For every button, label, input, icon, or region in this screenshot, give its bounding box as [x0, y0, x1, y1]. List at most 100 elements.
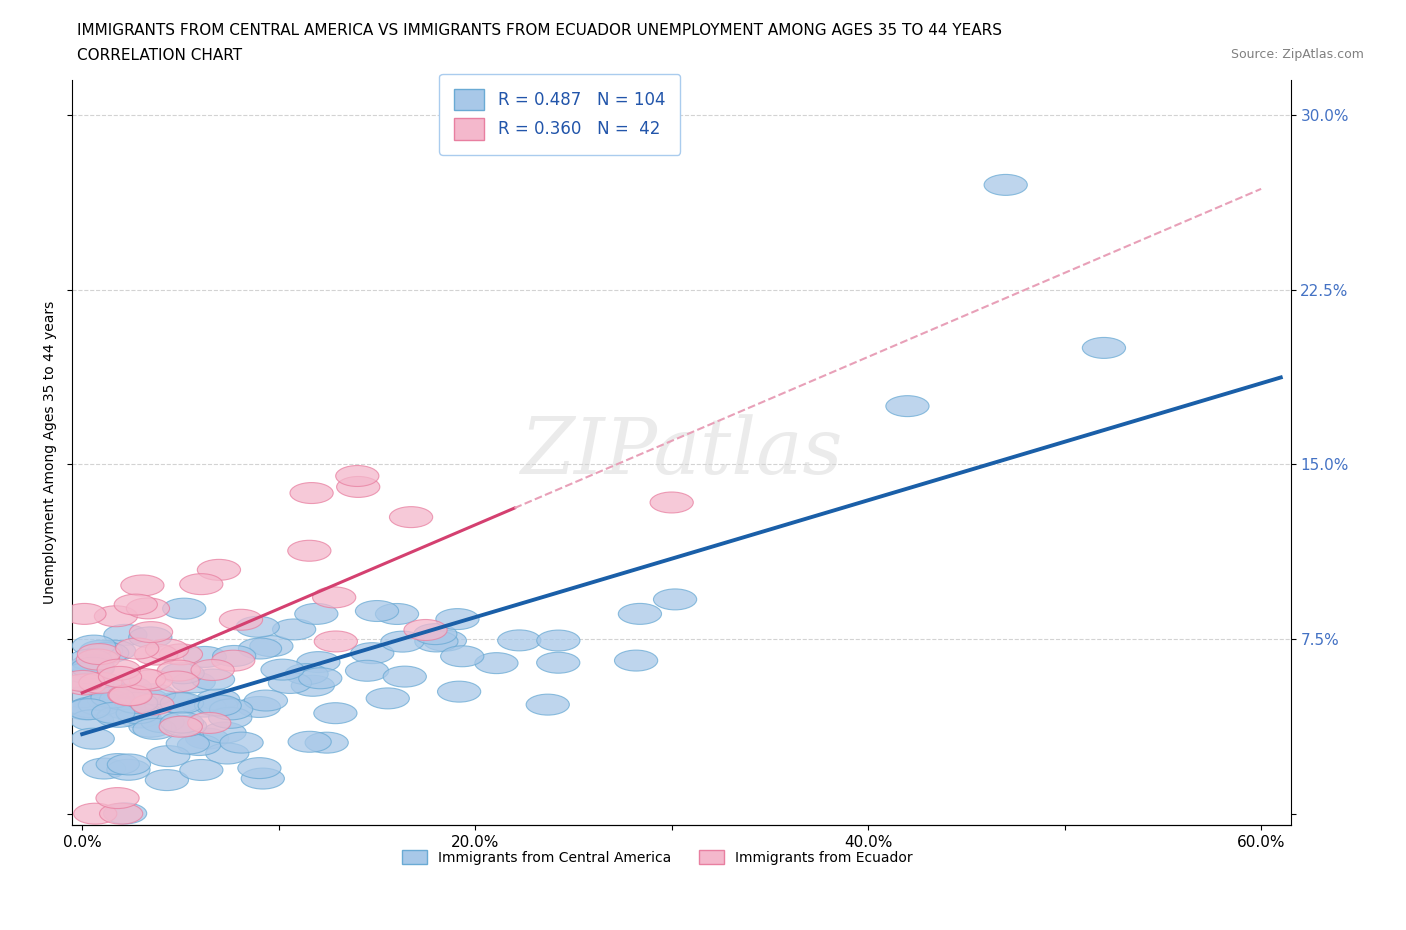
Ellipse shape — [97, 659, 141, 680]
Ellipse shape — [91, 702, 135, 724]
Ellipse shape — [134, 718, 176, 739]
Ellipse shape — [238, 758, 281, 778]
Ellipse shape — [269, 672, 312, 694]
Ellipse shape — [70, 672, 114, 694]
Ellipse shape — [156, 671, 200, 692]
Ellipse shape — [336, 466, 378, 486]
Ellipse shape — [180, 574, 224, 594]
Ellipse shape — [141, 711, 184, 733]
Ellipse shape — [413, 624, 457, 644]
Y-axis label: Unemployment Among Ages 35 to 44 years: Unemployment Among Ages 35 to 44 years — [44, 301, 58, 604]
Ellipse shape — [209, 698, 253, 720]
Ellipse shape — [101, 684, 145, 705]
Ellipse shape — [145, 639, 188, 660]
Ellipse shape — [156, 692, 200, 713]
Ellipse shape — [127, 598, 170, 618]
Ellipse shape — [295, 604, 337, 624]
Ellipse shape — [107, 759, 150, 780]
Ellipse shape — [423, 631, 467, 651]
Ellipse shape — [66, 662, 110, 684]
Ellipse shape — [212, 650, 254, 671]
Ellipse shape — [288, 731, 332, 752]
Ellipse shape — [93, 640, 136, 661]
Ellipse shape — [375, 604, 419, 624]
Ellipse shape — [290, 483, 333, 503]
Ellipse shape — [122, 669, 166, 690]
Ellipse shape — [212, 645, 256, 667]
Ellipse shape — [183, 697, 226, 717]
Ellipse shape — [67, 698, 110, 720]
Ellipse shape — [79, 672, 122, 694]
Ellipse shape — [160, 693, 204, 713]
Ellipse shape — [100, 688, 143, 710]
Text: IMMIGRANTS FROM CENTRAL AMERICA VS IMMIGRANTS FROM ECUADOR UNEMPLOYMENT AMONG AG: IMMIGRANTS FROM CENTRAL AMERICA VS IMMIG… — [77, 23, 1002, 38]
Ellipse shape — [262, 659, 304, 680]
Ellipse shape — [104, 803, 146, 824]
Ellipse shape — [219, 732, 263, 753]
Ellipse shape — [86, 643, 129, 663]
Ellipse shape — [76, 649, 120, 670]
Ellipse shape — [129, 670, 173, 691]
Ellipse shape — [202, 722, 246, 743]
Ellipse shape — [115, 638, 159, 659]
Ellipse shape — [72, 728, 114, 750]
Ellipse shape — [238, 697, 280, 717]
Ellipse shape — [242, 768, 284, 789]
Ellipse shape — [180, 760, 224, 780]
Ellipse shape — [60, 686, 104, 708]
Ellipse shape — [104, 624, 148, 645]
Ellipse shape — [198, 695, 242, 716]
Ellipse shape — [77, 644, 121, 665]
Ellipse shape — [208, 708, 252, 728]
Ellipse shape — [129, 627, 172, 648]
Ellipse shape — [159, 644, 202, 665]
Ellipse shape — [91, 687, 134, 708]
Ellipse shape — [314, 703, 357, 724]
Text: Source: ZipAtlas.com: Source: ZipAtlas.com — [1230, 48, 1364, 61]
Ellipse shape — [162, 663, 204, 684]
Ellipse shape — [314, 631, 357, 652]
Ellipse shape — [356, 601, 399, 621]
Ellipse shape — [97, 707, 141, 727]
Ellipse shape — [163, 598, 205, 619]
Ellipse shape — [191, 659, 235, 681]
Ellipse shape — [437, 681, 481, 702]
Ellipse shape — [135, 644, 177, 665]
Ellipse shape — [108, 677, 152, 698]
Ellipse shape — [886, 395, 929, 417]
Ellipse shape — [157, 660, 201, 681]
Ellipse shape — [87, 690, 131, 711]
Ellipse shape — [163, 715, 207, 737]
Ellipse shape — [166, 733, 209, 754]
Ellipse shape — [172, 671, 215, 693]
Ellipse shape — [475, 653, 517, 673]
Ellipse shape — [336, 476, 380, 498]
Ellipse shape — [305, 732, 349, 753]
Ellipse shape — [100, 804, 143, 824]
Ellipse shape — [132, 684, 176, 705]
Ellipse shape — [205, 743, 249, 764]
Ellipse shape — [619, 604, 662, 624]
Ellipse shape — [107, 754, 150, 775]
Ellipse shape — [79, 695, 121, 715]
Ellipse shape — [160, 712, 204, 733]
Ellipse shape — [537, 652, 579, 673]
Ellipse shape — [72, 658, 114, 678]
Ellipse shape — [285, 664, 328, 684]
Ellipse shape — [80, 640, 122, 661]
Ellipse shape — [197, 689, 239, 710]
Ellipse shape — [114, 594, 157, 615]
Ellipse shape — [194, 695, 238, 716]
Ellipse shape — [526, 694, 569, 715]
Ellipse shape — [1083, 338, 1126, 358]
Ellipse shape — [654, 589, 697, 610]
Ellipse shape — [94, 605, 138, 627]
Ellipse shape — [70, 655, 114, 675]
Ellipse shape — [239, 638, 281, 659]
Ellipse shape — [108, 684, 152, 706]
Ellipse shape — [197, 559, 240, 580]
Ellipse shape — [145, 770, 188, 790]
Ellipse shape — [245, 690, 287, 711]
Ellipse shape — [70, 710, 114, 731]
Ellipse shape — [96, 753, 139, 775]
